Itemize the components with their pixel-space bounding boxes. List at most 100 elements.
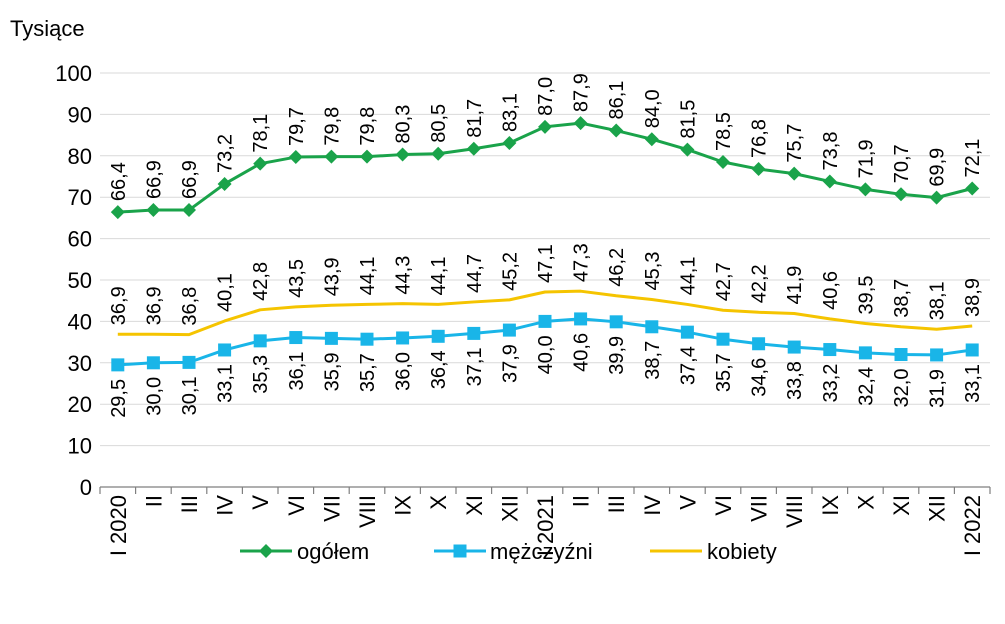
- x-tick-label: II: [141, 495, 166, 507]
- data-point: [716, 332, 730, 346]
- y-tick-label: 20: [68, 392, 92, 417]
- x-tick-label: IX: [818, 495, 843, 516]
- data-point: [751, 162, 766, 177]
- data-label: 33,1: [962, 364, 984, 403]
- x-tick-label: X: [426, 495, 451, 510]
- x-tick-label: VI: [711, 495, 736, 516]
- data-label: 81,7: [464, 99, 486, 138]
- data-point: [822, 174, 837, 189]
- x-tick-label: X: [853, 495, 878, 510]
- data-point: [146, 203, 161, 218]
- data-label: 45,2: [499, 252, 521, 291]
- data-label: 87,9: [571, 73, 593, 112]
- legend-item-mężczyźni: mężczyźni: [434, 539, 593, 564]
- data-label: 33,8: [784, 361, 806, 400]
- y-tick-label: 70: [68, 185, 92, 210]
- data-label: 34,6: [749, 358, 771, 397]
- legend-item-kobiety: kobiety: [650, 539, 777, 564]
- data-label: 73,2: [215, 134, 237, 173]
- y-tick-label: 0: [80, 475, 92, 500]
- data-label: 39,5: [855, 276, 877, 315]
- data-label: 83,1: [499, 93, 521, 132]
- legend-marker: [453, 544, 467, 558]
- data-label: 70,7: [891, 144, 913, 183]
- data-label: 66,4: [108, 162, 130, 201]
- data-point: [680, 325, 694, 339]
- legend-item-ogółem: ogółem: [240, 539, 369, 564]
- series: [110, 116, 980, 372]
- data-label: 44,1: [428, 256, 450, 295]
- data-point: [502, 323, 516, 337]
- data-label: 42,7: [713, 262, 735, 301]
- data-point: [929, 190, 944, 205]
- data-point: [574, 312, 588, 326]
- data-label: 37,4: [677, 346, 699, 385]
- data-label: 43,9: [321, 257, 343, 296]
- x-axis-ticks: I 2020 II III IV V VI VII VIII IX X XI XII I 2021 II I…: [106, 495, 985, 556]
- data-label: 40,6: [820, 271, 842, 310]
- data-point: [111, 358, 125, 372]
- data-label: 33,1: [215, 364, 237, 403]
- y-tick-label: 90: [68, 102, 92, 127]
- data-label: 78,1: [250, 114, 272, 153]
- x-tick-label: XII: [925, 495, 950, 522]
- data-label: 36,9: [143, 286, 165, 325]
- series-line-ogółem: [117, 121, 973, 214]
- data-label: 72,1: [962, 139, 984, 178]
- data-label: 37,9: [499, 344, 521, 383]
- data-point: [787, 340, 801, 354]
- data-label: 37,1: [464, 347, 486, 386]
- data-point: [645, 320, 659, 334]
- data-label: 76,8: [749, 119, 771, 158]
- legend: ogółem mężczyźni kobiety: [240, 539, 777, 564]
- data-point: [110, 205, 125, 220]
- y-axis-ticks: 0 10 20 30 40 50 60 70 80 90 100: [55, 61, 92, 500]
- data-label: 80,5: [428, 104, 450, 143]
- data-label: 42,2: [749, 264, 771, 303]
- data-label: 38,1: [927, 281, 949, 320]
- data-point: [431, 329, 445, 343]
- data-point: [217, 176, 232, 191]
- x-tick-label: I 2021: [533, 495, 558, 556]
- data-label: 40,6: [571, 333, 593, 372]
- data-label: 35,7: [713, 353, 735, 392]
- data-label: 38,7: [642, 341, 664, 380]
- data-label: 71,9: [855, 139, 877, 178]
- data-point: [288, 150, 303, 165]
- y-tick-label: 60: [68, 227, 92, 252]
- data-label: 79,7: [286, 107, 308, 146]
- data-label: 81,5: [677, 100, 699, 139]
- gridlines: [100, 72, 990, 447]
- data-point: [467, 326, 481, 340]
- data-label: 69,9: [927, 148, 949, 187]
- data-point: [609, 123, 624, 138]
- data-label: 32,0: [891, 369, 913, 408]
- data-label: 38,9: [962, 278, 984, 317]
- data-label: 36,4: [428, 350, 450, 389]
- legend-label: mężczyźni: [490, 539, 593, 564]
- y-unit-label: Tysiące: [10, 16, 85, 41]
- x-tick-label: IV: [213, 495, 238, 516]
- x-tick-label: IX: [391, 495, 416, 516]
- data-label: 31,9: [927, 369, 949, 408]
- data-point: [930, 348, 944, 362]
- data-label: 38,7: [891, 279, 913, 318]
- x-tick-label: III: [177, 495, 202, 513]
- y-tick-label: 40: [68, 309, 92, 334]
- data-point: [965, 181, 980, 196]
- data-point: [965, 343, 979, 357]
- data-label: 79,8: [357, 107, 379, 146]
- data-point: [894, 187, 908, 202]
- data-point: [253, 156, 268, 171]
- y-tick-label: 10: [68, 434, 92, 459]
- x-tick-label: IV: [640, 495, 665, 516]
- x-tick-label: I 2020: [106, 495, 131, 556]
- data-point: [609, 315, 623, 329]
- data-label: 42,8: [250, 262, 272, 301]
- data-point: [146, 356, 160, 370]
- legend-label: kobiety: [707, 539, 777, 564]
- legend-label: ogółem: [297, 539, 369, 564]
- data-label: 73,8: [820, 132, 842, 171]
- data-label: 29,5: [108, 379, 130, 418]
- x-tick-label: V: [248, 495, 273, 510]
